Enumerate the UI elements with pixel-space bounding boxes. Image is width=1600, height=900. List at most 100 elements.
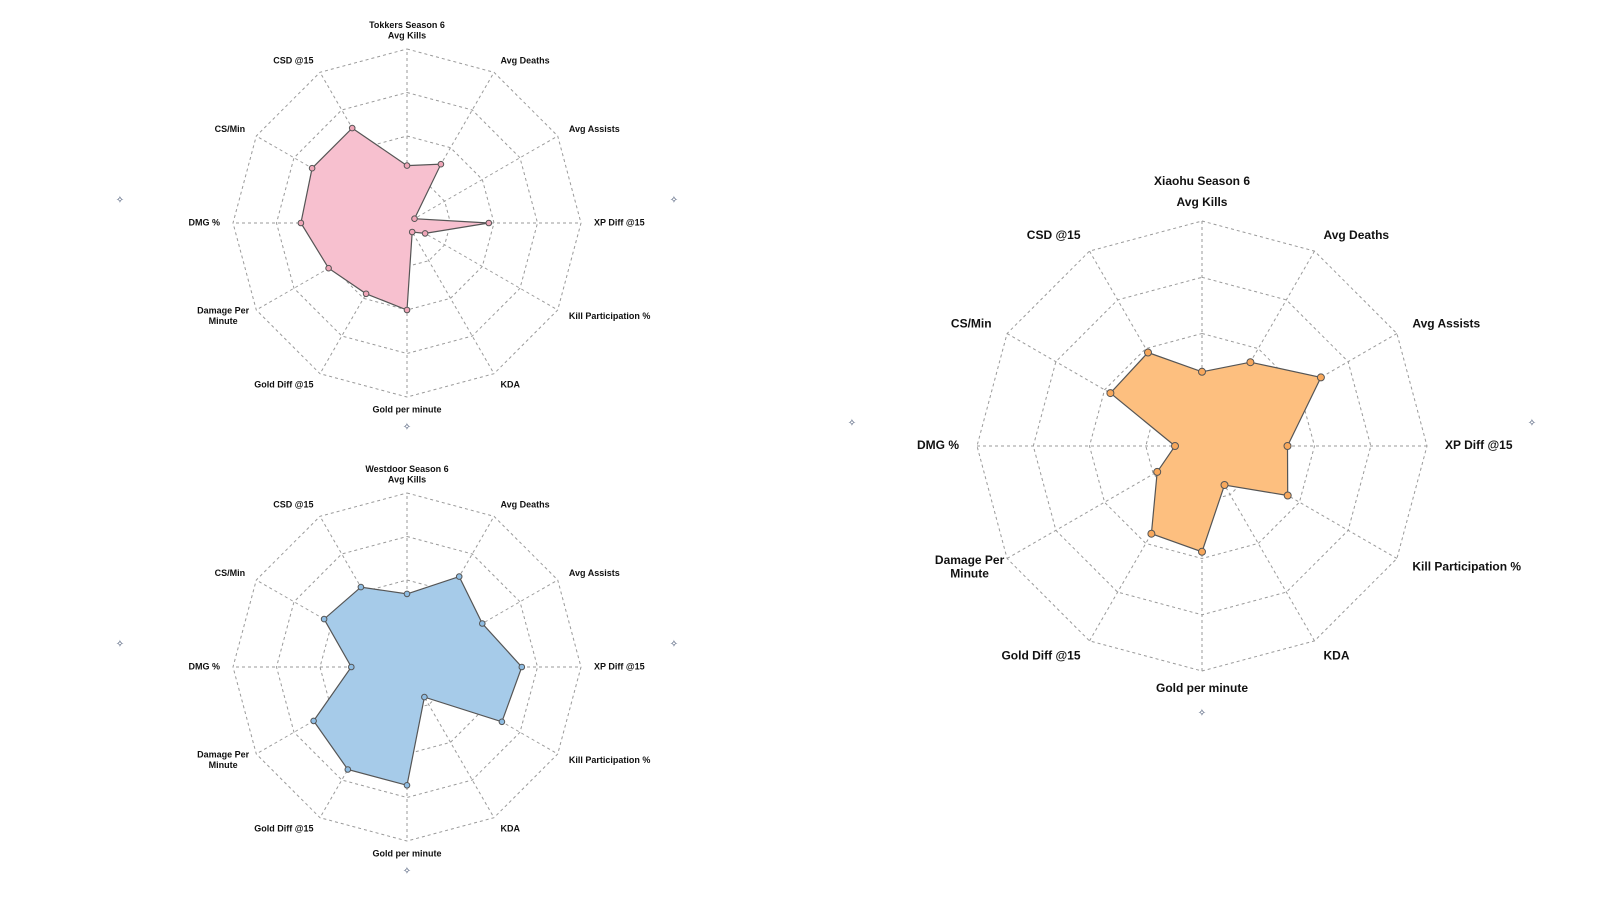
grid-spoke: [256, 666, 408, 755]
data-point: [344, 766, 352, 773]
grid-spoke: [256, 579, 408, 668]
axis-label: Avg Deaths: [501, 499, 550, 509]
data-point: [403, 782, 411, 789]
axis-label: CS/Min: [215, 568, 246, 578]
grid-spoke: [406, 72, 495, 224]
data-point: [310, 717, 317, 725]
grid-spoke: [256, 135, 408, 224]
data-point: [357, 583, 365, 591]
data-point: [1171, 442, 1179, 450]
axis-label: KDA: [1324, 649, 1350, 663]
radar-chart-3: Avg Kills Avg Deaths Avg Assists XP Diff @1…: [848, 174, 1536, 719]
chart-title: Westdoor Season 6: [365, 464, 448, 474]
axis-label: Avg Assists: [1412, 317, 1480, 331]
axis-label: CS/Min: [215, 124, 246, 134]
radar-chart-2: Avg Kills Avg Deaths Avg Assists XP Diff @1…: [116, 464, 678, 877]
pushpin-icon: ✧: [116, 639, 124, 650]
grid-spoke: [256, 222, 408, 311]
data-point: [479, 620, 486, 627]
axis-label: Damage Per Minute: [935, 553, 1005, 581]
pushpin-icon: ✧: [403, 866, 411, 877]
data-point: [498, 718, 506, 726]
data-point: [1106, 389, 1115, 398]
axis-label: Kill Participation %: [569, 755, 651, 765]
data-point: [325, 264, 332, 272]
axis-label: KDA: [501, 823, 521, 833]
axis-label: CSD @15: [273, 499, 313, 509]
grid-spoke: [406, 579, 558, 668]
axis-label: DMG %: [917, 438, 959, 452]
data-point: [320, 615, 328, 623]
grid-spoke: [406, 222, 495, 374]
grid-spoke: [319, 222, 408, 374]
pushpin-icon: ✧: [116, 195, 124, 206]
data-point: [421, 230, 429, 237]
data-point: [403, 162, 411, 169]
data-point: [411, 215, 418, 222]
data-area: [300, 127, 489, 311]
axis-label: XP Diff @15: [1445, 438, 1513, 452]
grid-spoke: [406, 516, 495, 668]
chart-title: Tokkers Season 6: [369, 20, 445, 30]
data-area: [1109, 351, 1322, 553]
data-point: [455, 573, 463, 580]
data-point: [297, 219, 305, 227]
pushpin-icon: ✧: [848, 418, 856, 429]
axis-label: CSD @15: [273, 55, 313, 65]
axis-label: DMG %: [189, 661, 221, 671]
pushpin-icon: ✧: [1198, 708, 1206, 719]
pushpin-icon: ✧: [670, 195, 678, 206]
grid-spoke: [406, 135, 558, 224]
data-point: [1283, 442, 1292, 450]
data-point: [403, 306, 411, 314]
axis-label: Avg Deaths: [501, 55, 550, 65]
axis-label: CSD @15: [1027, 228, 1081, 242]
data-point: [408, 228, 416, 236]
data-point: [485, 219, 493, 227]
data-point: [421, 693, 428, 701]
axis-label: Gold per minute: [372, 848, 441, 858]
grid-spoke: [319, 72, 408, 224]
grid-spoke: [406, 666, 495, 818]
data-point: [348, 663, 355, 671]
pushpin-icon: ✧: [1528, 418, 1536, 429]
axis-label: Avg Assists: [569, 124, 620, 134]
grid-spoke: [406, 666, 558, 755]
axis-label: Gold Diff @15: [1001, 649, 1080, 663]
pushpin-icon: ✧: [670, 639, 678, 650]
grid-spoke: [406, 222, 558, 311]
axis-label: Damage Per Minute: [197, 750, 250, 770]
axis-label: Gold per minute: [372, 404, 441, 414]
data-point: [437, 160, 445, 168]
data-point: [1246, 358, 1255, 367]
data-point: [518, 663, 526, 671]
data-point: [1144, 348, 1152, 357]
data-point: [1147, 529, 1156, 538]
axis-label: DMG %: [189, 217, 221, 227]
radar-chart-1: Avg Kills Avg Deaths Avg Assists XP Diff @1…: [116, 20, 678, 433]
data-point: [348, 124, 356, 132]
axis-label: Kill Participation %: [569, 311, 651, 321]
data-point: [362, 290, 370, 298]
grid-spoke: [319, 516, 408, 668]
axis-label: Avg Kills: [388, 474, 426, 484]
axis-label: Avg Assists: [569, 568, 620, 578]
data-point: [1220, 481, 1229, 489]
axis-label: XP Diff @15: [594, 661, 645, 671]
data-point: [1283, 491, 1292, 500]
data-point: [1153, 467, 1162, 476]
axis-label: KDA: [501, 379, 521, 389]
axis-label: XP Diff @15: [594, 217, 645, 227]
data-point: [403, 590, 411, 598]
chart-title: Xiaohu Season 6: [1154, 174, 1250, 188]
axis-label: Avg Kills: [1177, 195, 1228, 209]
grid-spoke: [319, 666, 408, 818]
data-point: [1198, 547, 1206, 556]
axis-label: CS/Min: [951, 317, 992, 331]
axis-label: Damage Per Minute: [197, 306, 250, 326]
axis-label: Kill Participation %: [1412, 560, 1521, 574]
axis-label: Gold Diff @15: [254, 823, 313, 833]
axis-label: Gold per minute: [1156, 681, 1248, 695]
data-point: [308, 164, 316, 172]
data-point: [1198, 367, 1206, 376]
